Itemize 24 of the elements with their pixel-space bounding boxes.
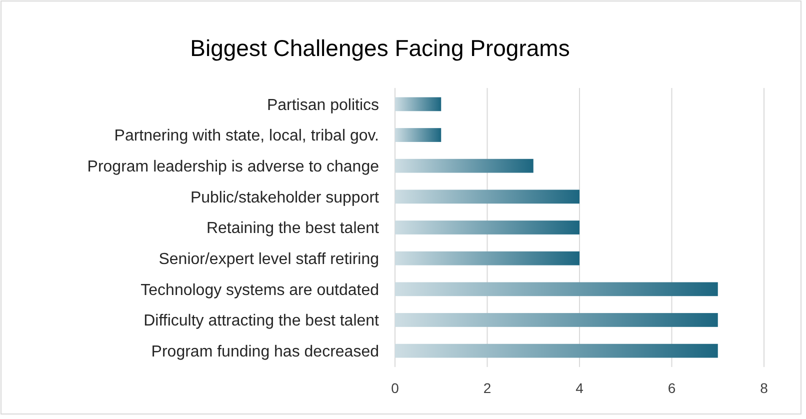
y-tick-label: Technology systems are outdated: [140, 282, 379, 299]
bar: [395, 313, 718, 327]
bar: [395, 97, 442, 112]
x-tick-label: 0: [391, 380, 400, 396]
x-tick-label: 2: [483, 380, 492, 396]
y-tick-label: Retaining the best talent: [206, 220, 380, 238]
x-tick-label: 4: [576, 380, 584, 396]
y-tick-label: Difficulty attracting the best talent: [144, 312, 380, 330]
y-tick-label: Program leadership is adverse to change: [87, 158, 380, 176]
bar: [395, 282, 718, 296]
bar: [395, 220, 580, 234]
bar: [395, 190, 580, 204]
bar: [395, 128, 442, 142]
chart-title: Biggest Challenges Facing Programs: [190, 35, 570, 61]
bar: [395, 344, 718, 358]
y-tick-label: Public/stakeholder support: [190, 189, 380, 206]
x-tick-label: 8: [760, 380, 768, 396]
y-tick-label: Partnering with state, local, tribal gov.: [114, 128, 379, 145]
x-tick-label: 6: [668, 380, 676, 396]
y-tick-label: Partisan politics: [266, 96, 379, 114]
bar: [395, 158, 534, 173]
bar: [395, 251, 580, 266]
y-tick-label: Senior/expert level staff retiring: [158, 250, 379, 268]
y-tick-label: Program funding has decreased: [151, 343, 379, 360]
